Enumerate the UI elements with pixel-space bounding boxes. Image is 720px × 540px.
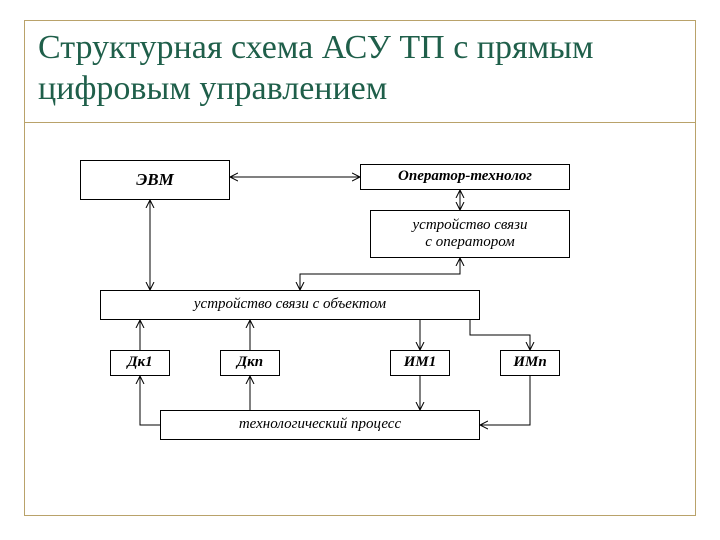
node-svop: устройство связи с оператором (370, 210, 570, 258)
slide: Структурная схема АСУ ТП с прямым цифров… (0, 0, 720, 540)
node-im1: ИМ1 (390, 350, 450, 376)
diagram-area: ЭВМ Оператор-технолог устройство связи с о… (50, 150, 610, 460)
node-dkn: Дкn (220, 350, 280, 376)
node-svob: устройство связи с объектом (100, 290, 480, 320)
node-process: технологический процесс (160, 410, 480, 440)
node-operator: Оператор-технолог (360, 164, 570, 190)
slide-title: Структурная схема АСУ ТП с прямым цифров… (38, 28, 682, 110)
node-evm: ЭВМ (80, 160, 230, 200)
node-dk1: Дк1 (110, 350, 170, 376)
node-imn: ИМn (500, 350, 560, 376)
title-underline (24, 122, 696, 123)
